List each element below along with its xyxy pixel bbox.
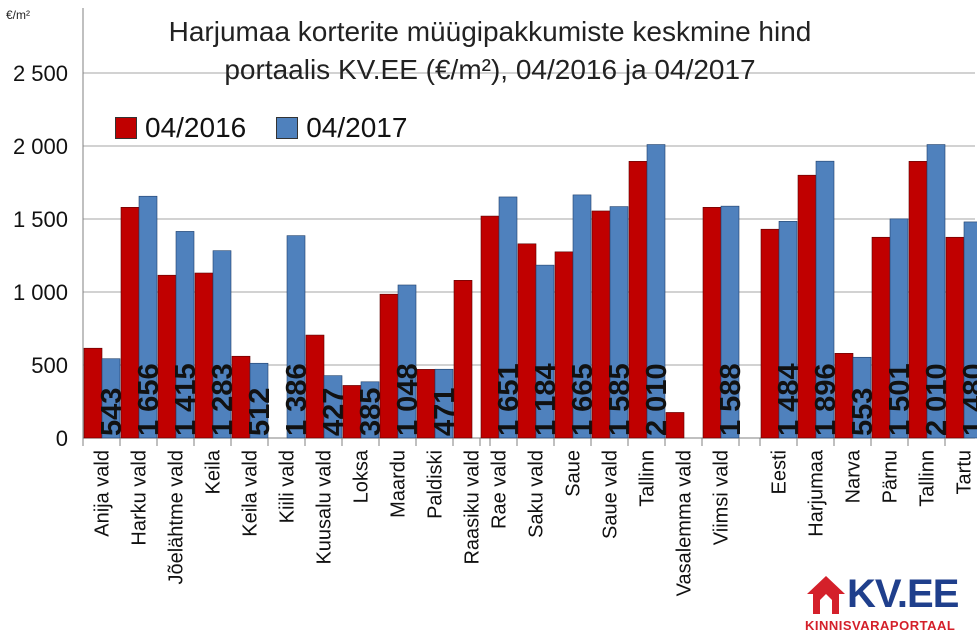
category-label: Vasalemma vald xyxy=(674,450,696,596)
category-label: Saue vald xyxy=(600,450,622,539)
bar-2017 xyxy=(498,196,518,439)
category-label: Anija vald xyxy=(92,450,114,537)
legend: 04/2016 04/2017 xyxy=(115,112,437,144)
chart-title-line2: portaalis KV.EE (€/m²), 04/2016 ja 04/20… xyxy=(224,54,756,85)
logo-text: KV.EE xyxy=(847,572,959,616)
bar-2017 xyxy=(889,218,909,439)
category-label: Tallinn xyxy=(917,450,939,507)
bar-2017 xyxy=(323,375,343,439)
legend-item-2017: 04/2017 xyxy=(276,112,407,144)
bar-2017 xyxy=(138,195,158,439)
bar-2017 xyxy=(286,235,306,439)
y-tick-label: 2 000 xyxy=(13,134,68,159)
category-label: Harjumaa xyxy=(806,449,828,537)
category-label: Saku vald xyxy=(526,450,548,538)
bar-2017 xyxy=(609,206,629,439)
category-label: Paldiski xyxy=(425,450,447,519)
bar-2016 xyxy=(665,412,685,439)
bar-2017 xyxy=(434,368,454,439)
bar-2017 xyxy=(101,358,121,439)
y-axis-unit: €/m² xyxy=(6,8,30,22)
category-label: Eesti xyxy=(769,450,791,494)
y-tick-label: 1 000 xyxy=(13,280,68,305)
bar-2017 xyxy=(212,250,232,439)
category-label: Tallinn xyxy=(637,450,659,507)
logo-subtext: KINNISVARAPORTAAL xyxy=(805,618,956,633)
bar-2017 xyxy=(646,144,666,439)
category-label: Rae vald xyxy=(489,450,511,529)
bar-2017 xyxy=(963,221,977,439)
chart-title-line1: Harjumaa korterite müügipakkumiste keskm… xyxy=(168,16,812,47)
category-label: Viimsi vald xyxy=(711,450,733,545)
category-label: Pärnu xyxy=(880,450,902,503)
category-label: Narva xyxy=(843,449,865,503)
category-label: Keila vald xyxy=(240,450,262,537)
category-label: Harku vald xyxy=(129,450,151,546)
bar-2017 xyxy=(360,381,380,439)
legend-swatch-2016 xyxy=(115,117,137,139)
bar-2017 xyxy=(778,221,798,439)
category-label: Kuusalu vald xyxy=(314,450,336,565)
y-tick-label: 0 xyxy=(56,426,68,451)
legend-swatch-2017 xyxy=(276,117,299,139)
bar-2017 xyxy=(720,205,740,439)
bar-2017 xyxy=(249,362,269,439)
kvee-logo: KV.EE KINNISVARAPORTAAL xyxy=(805,572,970,636)
y-tick-label: 500 xyxy=(31,353,68,378)
bar-2016 xyxy=(453,280,473,439)
data-label-2017: 512 xyxy=(244,388,276,436)
bar-2017 xyxy=(572,194,592,439)
category-label: Saue xyxy=(563,450,585,497)
legend-label-2017: 04/2017 xyxy=(306,112,408,143)
category-label: Kiili vald xyxy=(277,450,299,523)
category-label: Keila xyxy=(203,449,225,494)
legend-label-2016: 04/2016 xyxy=(145,112,247,143)
bar-2017 xyxy=(535,264,555,439)
category-label: Jõelähtme vald xyxy=(166,450,188,585)
house-icon xyxy=(807,576,845,614)
y-tick-label: 1 500 xyxy=(13,207,68,232)
category-label: Tartu xyxy=(954,450,976,494)
bar-2017 xyxy=(175,231,195,439)
data-label-2017: 1 480 xyxy=(958,363,977,436)
category-label: Maardu xyxy=(388,450,410,518)
legend-item-2016: 04/2016 xyxy=(115,112,246,144)
category-label: Loksa xyxy=(351,449,373,503)
data-label-2017: 1 588 xyxy=(715,363,747,436)
bar-2017 xyxy=(852,356,872,439)
y-tick-label: 2 500 xyxy=(13,61,68,86)
bar-2017 xyxy=(815,160,835,439)
category-label: Raasiku vald xyxy=(462,450,484,565)
bar-2017 xyxy=(397,284,417,439)
bar-2017 xyxy=(926,144,946,439)
